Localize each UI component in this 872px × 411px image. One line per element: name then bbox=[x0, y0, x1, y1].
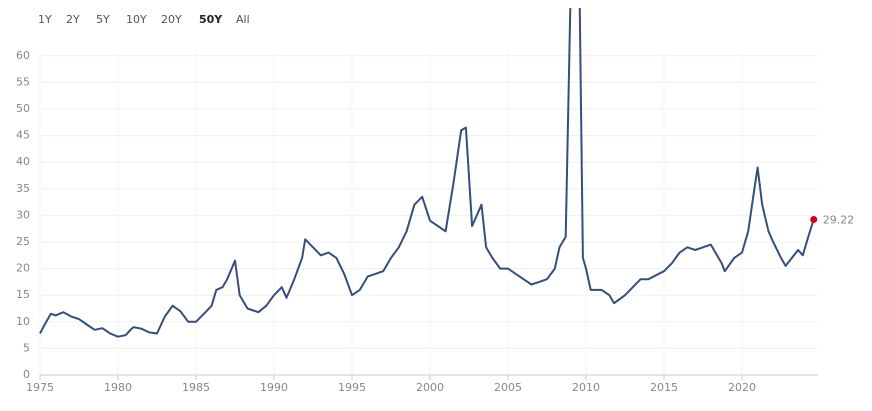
x-tick-label: 1990 bbox=[260, 381, 288, 394]
range-button[interactable]: 20Y bbox=[161, 13, 182, 26]
y-tick-label: 35 bbox=[16, 182, 30, 195]
last-point bbox=[810, 216, 818, 224]
range-button[interactable]: All bbox=[236, 13, 250, 26]
y-tick-label: 15 bbox=[16, 288, 30, 301]
x-tick-label: 2020 bbox=[728, 381, 756, 394]
y-tick-label: 40 bbox=[16, 155, 30, 168]
last-value-label: 29.22 bbox=[823, 214, 855, 227]
x-tick-label: 1985 bbox=[182, 381, 210, 394]
range-button[interactable]: 5Y bbox=[96, 13, 110, 26]
x-tick-label: 1975 bbox=[26, 381, 54, 394]
y-tick-label: 10 bbox=[16, 315, 30, 328]
x-tick-label: 1995 bbox=[338, 381, 366, 394]
x-tick-label: 2005 bbox=[494, 381, 522, 394]
y-tick-label: 5 bbox=[23, 341, 30, 354]
x-tick-label: 2000 bbox=[416, 381, 444, 394]
y-tick-label: 55 bbox=[16, 75, 30, 88]
line bbox=[39, 8, 815, 338]
x-tick-label: 1980 bbox=[104, 381, 132, 394]
range-button[interactable]: 2Y bbox=[66, 13, 80, 26]
y-tick-label: 30 bbox=[16, 208, 30, 221]
range-button[interactable]: 1Y bbox=[38, 13, 52, 26]
y-tick-label: 45 bbox=[16, 129, 30, 142]
x-tick-label: 2015 bbox=[650, 381, 678, 394]
x-tick-label: 2010 bbox=[572, 381, 600, 394]
y-tick-label: 20 bbox=[16, 262, 30, 275]
y-tick-label: 60 bbox=[16, 49, 30, 62]
y-tick-label: 50 bbox=[16, 102, 30, 115]
range-button[interactable]: 50Y bbox=[199, 13, 223, 26]
range-button[interactable]: 10Y bbox=[126, 13, 147, 26]
y-tick-label: 25 bbox=[16, 235, 30, 248]
y-tick-label: 0 bbox=[23, 368, 30, 381]
